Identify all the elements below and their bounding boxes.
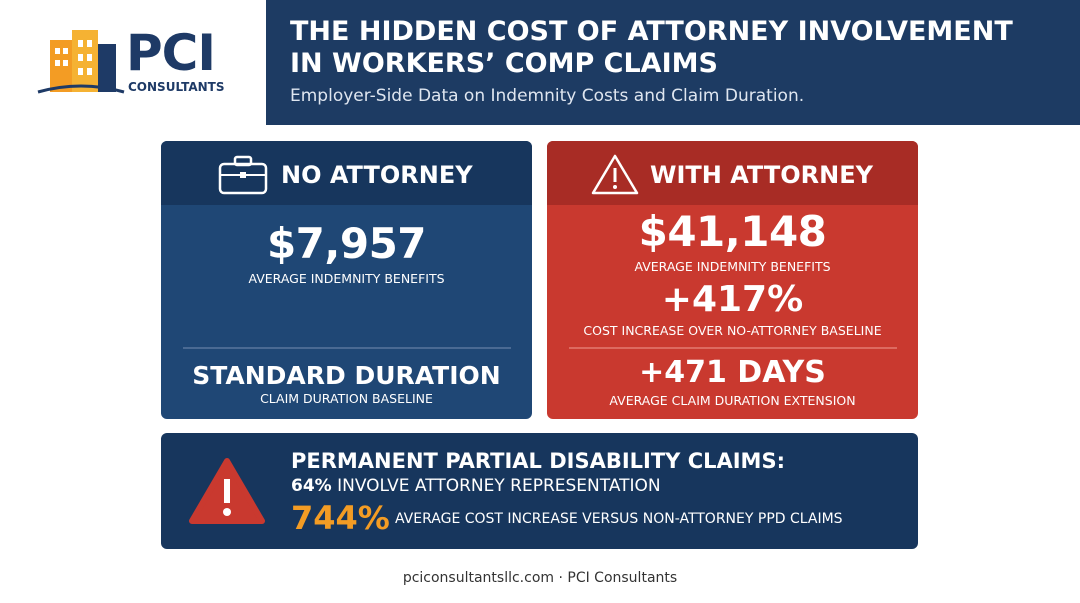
ppd-card: PERMANENT PARTIAL DISABILITY CLAIMS: 64%… bbox=[161, 433, 918, 549]
card-heading: NO ATTORNEY bbox=[281, 161, 473, 189]
divider bbox=[183, 347, 511, 349]
divider bbox=[569, 347, 897, 349]
amount: $41,148 bbox=[638, 207, 827, 256]
amount: $7,957 bbox=[266, 219, 427, 268]
share-label: INVOLVE ATTORNEY REPRESENTATION bbox=[337, 476, 661, 496]
increase-label: COST INCREASE OVER NO-ATTORNEY BASELINE bbox=[583, 323, 882, 338]
share-line: 64% INVOLVE ATTORNEY REPRESENTATION bbox=[291, 476, 661, 496]
share: 64% bbox=[291, 476, 332, 496]
duration: +471 DAYS bbox=[639, 355, 826, 390]
ppd-increase: 744% bbox=[291, 499, 390, 537]
logo-icon bbox=[37, 30, 125, 94]
briefcase-icon bbox=[218, 155, 268, 195]
card-header bbox=[547, 141, 918, 205]
header-band bbox=[266, 0, 1080, 125]
card-heading: WITH ATTORNEY bbox=[650, 161, 873, 189]
logo-mark: PCI bbox=[126, 24, 216, 82]
ppd-increase-label: AVERAGE COST INCREASE VERSUS NON-ATTORNE… bbox=[395, 511, 843, 527]
with-attorney-card: WITH ATTORNEY $41,148 AVERAGE INDEMNITY … bbox=[547, 141, 918, 419]
card-header bbox=[161, 141, 532, 205]
increase: +417% bbox=[661, 279, 804, 320]
footer: pciconsultantsllc.com · PCI Consultants bbox=[402, 570, 678, 586]
subtitle: Employer-Side Data on Indemnity Costs an… bbox=[290, 86, 805, 106]
amount-label: AVERAGE INDEMNITY BENEFITS bbox=[248, 271, 445, 286]
duration: STANDARD DURATION bbox=[192, 361, 501, 390]
title: THE HIDDEN COST OF ATTORNEY INVOLVEMENT … bbox=[290, 16, 1013, 79]
duration-label: AVERAGE CLAIM DURATION EXTENSION bbox=[609, 393, 856, 408]
warning-icon bbox=[591, 154, 639, 195]
duration-label: CLAIM DURATION BASELINE bbox=[260, 391, 433, 406]
ppd-heading: PERMANENT PARTIAL DISABILITY CLAIMS: bbox=[291, 449, 785, 473]
logo-sub: CONSULTANTS bbox=[128, 80, 225, 94]
warning-icon bbox=[189, 458, 265, 524]
amount-label: AVERAGE INDEMNITY BENEFITS bbox=[634, 259, 831, 274]
no-attorney-card: NO ATTORNEY $7,957 AVERAGE INDEMNITY BEN… bbox=[161, 141, 532, 419]
